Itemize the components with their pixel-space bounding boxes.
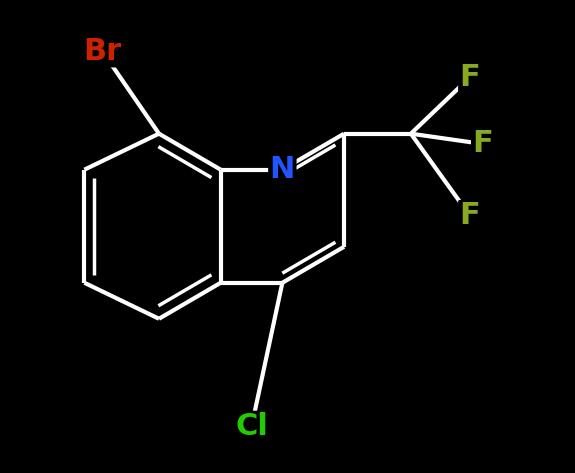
Text: Br: Br [83,37,121,66]
Text: F: F [459,201,480,230]
Text: F: F [459,62,480,92]
Text: Cl: Cl [235,412,268,441]
Text: F: F [473,130,493,158]
Text: N: N [270,155,295,184]
